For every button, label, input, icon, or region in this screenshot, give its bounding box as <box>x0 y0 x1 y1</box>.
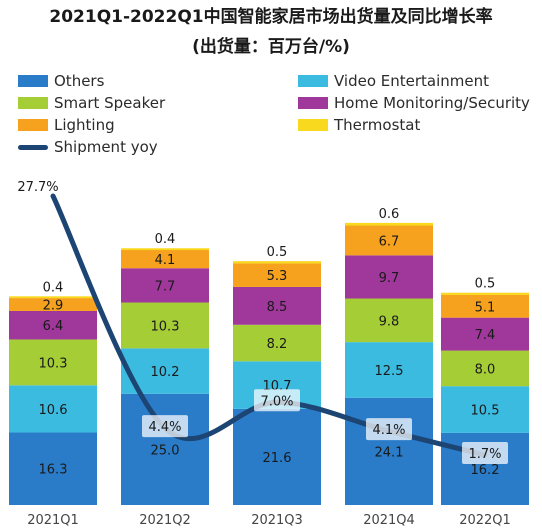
bar-smart-speaker-2022q1 <box>441 350 529 387</box>
legend-label-others: Others <box>54 72 105 90</box>
data-label-home-monitoring-security-2022q1: 7.4 <box>475 328 496 343</box>
data-label-others-2021q2: 25.0 <box>151 443 180 458</box>
legend-label-home-monitoring: Home Monitoring/Security <box>334 94 530 112</box>
data-label-video-entertainment-2021q2: 10.2 <box>151 365 180 380</box>
yoy-label-box-2022q1 <box>462 442 508 465</box>
yoy-label-box-2021q2 <box>142 415 188 438</box>
bar-smart-speaker-2021q1 <box>9 339 97 386</box>
data-label-thermostat-2021q2: 0.4 <box>155 232 176 247</box>
data-label-thermostat-2021q1: 0.4 <box>43 280 64 295</box>
data-label-lighting-2021q4: 6.7 <box>379 234 400 249</box>
bar-others-2021q2 <box>121 393 209 505</box>
x-tick-label-2021q4: 2021Q4 <box>363 513 415 528</box>
bar-home-monitoring-security-2021q1 <box>9 310 97 340</box>
bar-home-monitoring-security-2021q3 <box>233 286 321 325</box>
legend-item-lighting: Lighting <box>18 116 115 134</box>
bar-others-2021q1 <box>9 432 97 505</box>
data-label-others-2021q3: 21.6 <box>263 451 292 466</box>
data-label-home-monitoring-security-2021q3: 8.5 <box>267 300 288 315</box>
yoy-label-2021q1: 27.7% <box>17 180 58 195</box>
data-label-video-entertainment-2021q4: 12.5 <box>375 364 404 379</box>
bar-others-2021q3 <box>233 408 321 505</box>
legend-swatch-shipment-yoy <box>18 144 48 150</box>
yoy-label-2021q2: 4.4% <box>148 420 181 435</box>
bar-video-entertainment-2022q1 <box>441 386 529 433</box>
legend-label-video-entertainment: Video Entertainment <box>334 72 490 90</box>
yoy-label-2021q4: 4.1% <box>372 423 405 438</box>
data-label-thermostat-2021q3: 0.5 <box>267 245 288 260</box>
legend-item-smart-speaker: Smart Speaker <box>18 94 165 112</box>
data-label-thermostat-2021q4: 0.6 <box>379 207 400 222</box>
data-label-lighting-2021q1: 2.9 <box>43 299 64 314</box>
data-label-smart-speaker-2021q2: 10.3 <box>151 319 180 334</box>
bar-video-entertainment-2021q4 <box>345 342 433 398</box>
data-label-smart-speaker-2021q1: 10.3 <box>39 356 68 371</box>
data-label-lighting-2021q3: 5.3 <box>267 269 288 284</box>
data-label-home-monitoring-security-2021q1: 6.4 <box>43 319 64 334</box>
bar-home-monitoring-security-2022q1 <box>441 317 529 351</box>
bar-video-entertainment-2021q1 <box>9 385 97 433</box>
bar-home-monitoring-security-2021q4 <box>345 255 433 299</box>
data-label-video-entertainment-2021q1: 10.6 <box>39 403 68 418</box>
data-label-lighting-2021q2: 4.1 <box>155 253 176 268</box>
bar-lighting-2022q1 <box>441 294 529 318</box>
data-label-home-monitoring-security-2021q4: 9.7 <box>379 271 400 286</box>
legend-item-thermostat: Thermostat <box>298 116 420 134</box>
yoy-label-box-2021q4 <box>366 418 412 441</box>
bar-smart-speaker-2021q2 <box>121 302 209 349</box>
data-label-home-monitoring-security-2021q2: 7.7 <box>155 279 176 294</box>
legend-label-shipment-yoy: Shipment yoy <box>54 138 158 156</box>
bar-others-2021q4 <box>345 397 433 505</box>
legend-label-thermostat: Thermostat <box>334 116 421 134</box>
bar-smart-speaker-2021q3 <box>233 324 321 362</box>
data-label-others-2021q4: 24.1 <box>375 445 404 460</box>
bar-thermostat-2021q4 <box>345 222 433 226</box>
bar-smart-speaker-2021q4 <box>345 298 433 343</box>
legend-swatch-home-monitoring <box>298 97 328 109</box>
data-label-smart-speaker-2021q3: 8.2 <box>267 337 288 352</box>
legend-item-shipment-yoy: Shipment yoy <box>18 138 158 156</box>
yoy-label-2021q3: 7.0% <box>260 394 293 409</box>
legend-label-lighting: Lighting <box>54 116 115 134</box>
legend-swatch-video-entertainment <box>298 75 328 87</box>
data-label-others-2021q1: 16.3 <box>39 463 68 478</box>
bar-lighting-2021q4 <box>345 225 433 256</box>
bar-lighting-2021q3 <box>233 263 321 287</box>
chart-title: 2021Q1-2022Q1中国智能家居市场出货量及同比增长率 <box>49 7 493 27</box>
bar-lighting-2021q2 <box>121 250 209 269</box>
x-tick-label-2021q3: 2021Q3 <box>251 513 303 528</box>
data-label-video-entertainment-2022q1: 10.5 <box>471 404 500 419</box>
data-label-others-2022q1: 16.2 <box>471 463 500 478</box>
legend-item-video-entertainment: Video Entertainment <box>298 72 489 90</box>
legend-swatch-smart-speaker <box>18 97 48 109</box>
legend-item-others: Others <box>18 72 104 90</box>
yoy-label-2022q1: 1.7% <box>468 447 501 462</box>
data-label-thermostat-2022q1: 0.5 <box>475 277 496 292</box>
chart-subtitle: (出货量：百万台/%) <box>192 37 350 57</box>
yoy-label-box-2021q3 <box>254 389 300 412</box>
bar-lighting-2021q1 <box>9 298 97 311</box>
bar-thermostat-2021q2 <box>121 248 209 251</box>
bar-thermostat-2022q1 <box>441 292 529 295</box>
x-tick-label-2022q1: 2022Q1 <box>459 513 511 528</box>
bar-thermostat-2021q1 <box>9 296 97 299</box>
data-label-smart-speaker-2022q1: 8.0 <box>475 362 496 377</box>
legend-label-smart-speaker: Smart Speaker <box>54 94 166 112</box>
legend-swatch-thermostat <box>298 119 328 131</box>
data-label-smart-speaker-2021q4: 9.8 <box>379 314 400 329</box>
x-tick-label-2021q1: 2021Q1 <box>27 513 79 528</box>
legend-swatch-others <box>18 75 48 87</box>
legend-swatch-lighting <box>18 119 48 131</box>
bar-home-monitoring-security-2021q2 <box>121 268 209 303</box>
data-label-lighting-2022q1: 5.1 <box>475 300 496 315</box>
x-tick-label-2021q2: 2021Q2 <box>139 513 191 528</box>
bar-thermostat-2021q3 <box>233 261 321 264</box>
legend-item-home-monitoring: Home Monitoring/Security <box>298 94 530 112</box>
